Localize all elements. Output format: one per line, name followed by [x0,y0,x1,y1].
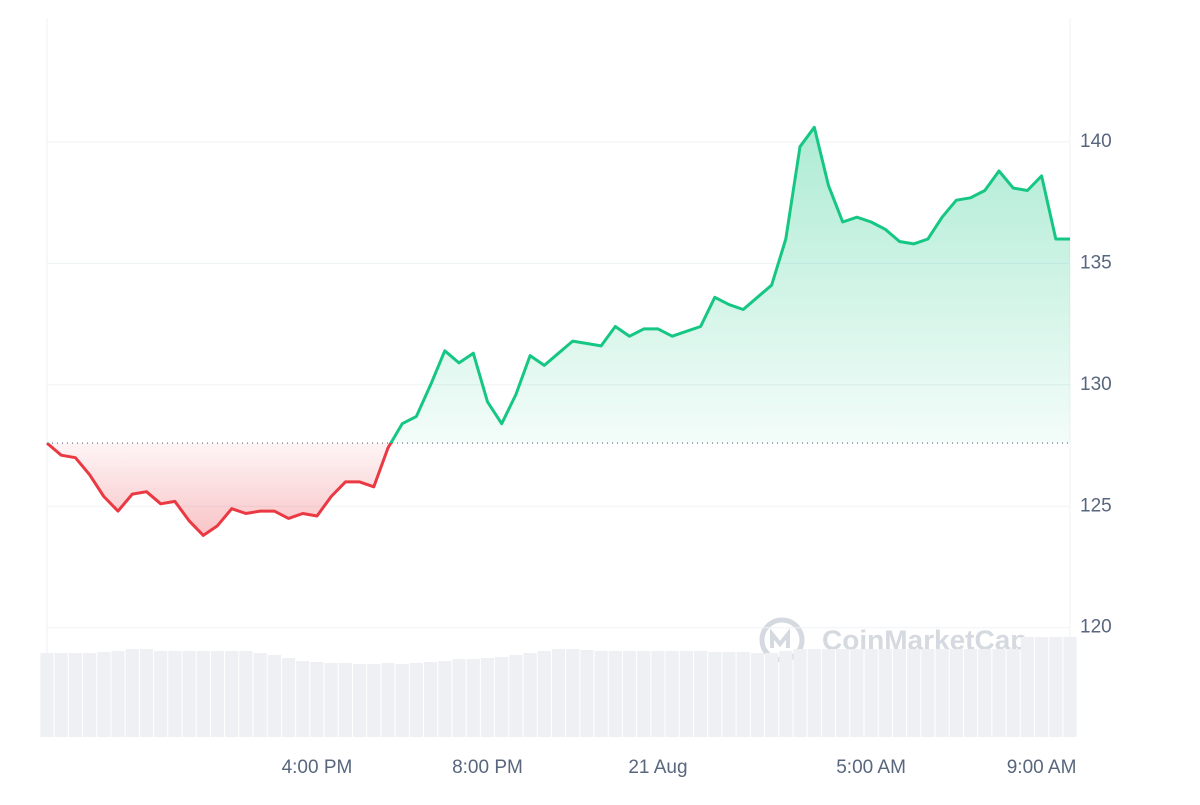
volume-bar [907,649,921,737]
volume-bar [182,651,196,737]
volume-bar [921,649,935,737]
volume-bar [679,651,693,737]
volume-bar [765,653,779,737]
volume-bar [68,653,83,737]
volume-bar [580,650,594,737]
volume-bar [736,652,750,737]
volume-bar [424,662,438,737]
volume-bar [480,658,495,737]
volume-bar [594,651,608,737]
volume-bar [281,658,296,737]
volume-bar [395,664,409,737]
volume-bar [779,651,793,737]
volume-bar [495,657,509,737]
y-tick-label: 125 [1080,495,1112,516]
volume-bar [1034,637,1049,737]
volume-bar [523,653,537,737]
y-tick-label: 135 [1080,252,1112,273]
volume-bar [296,661,310,737]
volume-bar [139,649,154,737]
volume-bar [83,653,97,737]
volume-bar [1020,637,1034,737]
volume-bar [1006,649,1020,737]
volume-bar [566,649,580,737]
volume-bar [111,651,125,737]
x-tick-label: 4:00 PM [282,757,353,778]
volume-bar [651,651,665,737]
volume-bar [665,651,679,737]
volume-bar [949,649,963,737]
x-tick-label: 9:00 AM [1007,757,1077,778]
volume-bar [978,649,992,737]
volume-bar [196,651,210,737]
x-tick-label: 8:00 PM [452,757,523,778]
volume-bar [97,652,111,737]
volume-bar [409,663,424,737]
volume-bar [878,649,892,737]
volume-bar [821,649,836,737]
volume-bar [708,652,722,737]
volume-bar [1049,637,1063,737]
volume-bar [324,663,338,737]
volume-bar [154,651,168,737]
x-tick-label: 21 Aug [628,757,687,778]
volume-bar [1063,637,1077,737]
volume-bar [310,662,324,737]
volume-bar [750,653,765,737]
volume-bar [537,651,551,737]
volume-bar [551,649,566,737]
volume-bar [722,652,736,737]
volume-bar [864,649,878,737]
volume-bar [338,663,352,737]
price-area [47,127,1070,536]
volume-bar [608,651,622,737]
volume-bar [352,664,367,737]
volume-bar [963,649,978,737]
y-tick-label: 140 [1080,131,1112,152]
volume-bar [267,655,281,737]
volume-bar [168,651,182,737]
volume-bar [509,655,523,737]
volume-bar [253,653,267,737]
x-tick-label: 5:00 AM [836,757,906,778]
volume-bar [836,649,850,737]
volume-bar [125,649,139,737]
volume-bar [935,649,949,737]
volume-bar [438,661,452,737]
volume-bar [40,653,54,737]
volume-bar [452,659,466,737]
volume-bar [622,651,637,737]
volume-bar [225,651,239,737]
volume-bar [850,649,864,737]
y-tick-label: 130 [1080,374,1112,395]
volume-bar [466,659,480,737]
volume-bar [637,651,651,737]
y-tick-label: 120 [1080,617,1112,638]
volume-bar [793,649,807,737]
volume-bar [54,653,68,737]
volume-bar [693,651,708,737]
volume-bar [210,651,225,737]
volume-bar [239,651,253,737]
volume-bar [367,664,381,737]
price-line [46,125,1070,537]
volume-bar [892,649,907,737]
volume-bar [381,663,395,737]
volume-bar [807,649,821,737]
volume-bar [992,649,1006,737]
